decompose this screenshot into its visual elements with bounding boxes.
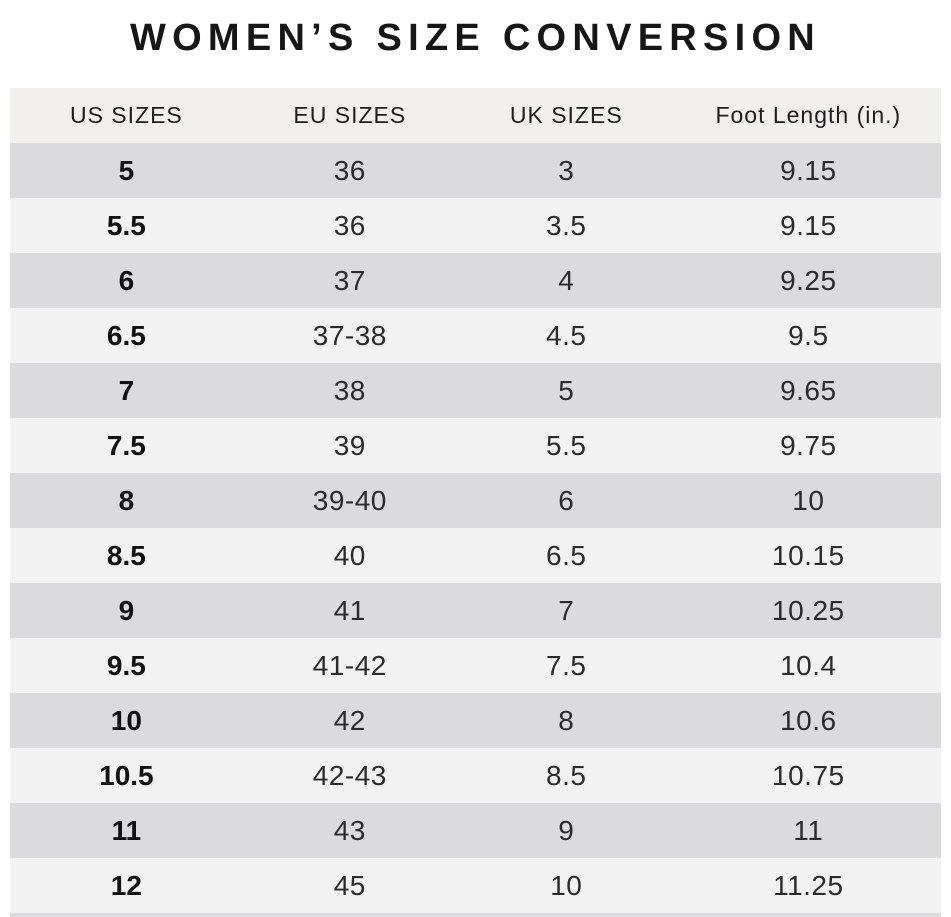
uk-size-cell: 4.5	[546, 319, 587, 351]
uk-size-cell: 9	[558, 814, 575, 846]
uk-size-cell: 5.5	[546, 429, 587, 461]
foot-length-cell: 9.25	[780, 264, 837, 296]
table-row: 12 45 10 11.25	[10, 858, 941, 913]
us-size-cell: 7	[118, 374, 135, 406]
uk-size-cell: 7	[558, 594, 575, 626]
page-title: WOMEN’S SIZE CONVERSION	[129, 17, 822, 59]
table-row: 5 36 3 9.15	[10, 143, 941, 198]
table-row: 5.5 36 3.5 9.15	[10, 198, 941, 253]
eu-size-cell: 40	[333, 539, 366, 571]
table-row: 11 43 9 11	[10, 803, 941, 858]
table-row: 7 38 5 9.65	[10, 363, 941, 418]
eu-size-cell: 36	[333, 154, 366, 186]
column-header-eu-sizes: EU SIZES	[242, 88, 457, 143]
foot-length-cell: 9.65	[780, 374, 837, 406]
foot-length-cell: 10	[792, 484, 825, 516]
foot-length-cell: 11.25	[773, 869, 844, 901]
eu-size-cell: 36	[333, 209, 366, 241]
size-table-head: US SIZES EU SIZES UK SIZES Foot Length (…	[10, 88, 941, 143]
eu-size-cell: 45	[333, 869, 366, 901]
foot-length-cell: 9.15	[780, 209, 837, 241]
table-row: 7.5 39 5.5 9.75	[10, 418, 941, 473]
table-row: 6.5 37-38 4.5 9.5	[10, 308, 941, 363]
eu-size-cell: 41-42	[312, 649, 387, 681]
size-table-body: 5 36 3 9.15 5.5 36 3.5 9.15 6 37 4 9.25 6.5 37-38 4.5 9…	[10, 143, 941, 913]
us-size-cell: 5.5	[106, 209, 146, 241]
eu-size-cell: 42-43	[312, 759, 387, 791]
foot-length-cell: 9.15	[780, 154, 837, 186]
uk-size-cell: 3.5	[546, 209, 587, 241]
table-row: 8.5 40 6.5 10.15	[10, 528, 941, 583]
table-row: 10.5 42-43 8.5 10.75	[10, 748, 941, 803]
us-size-cell: 9.5	[106, 649, 146, 681]
us-size-cell: 10.5	[99, 759, 154, 791]
eu-size-cell: 37	[333, 264, 366, 296]
foot-length-cell: 10.75	[772, 759, 845, 791]
us-size-cell: 5	[118, 154, 135, 186]
header-row: US SIZES EU SIZES UK SIZES Foot Length (…	[10, 88, 941, 143]
us-size-cell: 7.5	[106, 429, 146, 461]
us-size-cell: 8.5	[106, 539, 146, 571]
uk-size-cell: 4	[558, 264, 575, 296]
table-row: 9.5 41-42 7.5 10.4	[10, 638, 941, 693]
partial-next-row-strip	[10, 913, 941, 917]
column-header-foot-length: Foot Length (in.)	[675, 88, 941, 143]
us-size-cell: 9	[118, 594, 135, 626]
foot-length-cell: 9.75	[780, 429, 837, 461]
uk-size-cell: 8.5	[546, 759, 587, 791]
foot-length-cell: 11	[793, 814, 824, 846]
uk-size-cell: 8	[558, 704, 575, 736]
eu-size-cell: 42	[333, 704, 366, 736]
eu-size-cell: 41	[333, 594, 366, 626]
foot-length-cell: 10.15	[772, 539, 845, 571]
eu-size-cell: 43	[333, 814, 366, 846]
uk-size-cell: 3	[558, 154, 575, 186]
us-size-cell: 6.5	[106, 319, 146, 351]
uk-size-cell: 5	[558, 374, 575, 406]
foot-length-cell: 10.6	[780, 704, 837, 736]
eu-size-cell: 38	[333, 374, 366, 406]
uk-size-cell: 10	[550, 869, 583, 901]
column-header-uk-sizes: UK SIZES	[456, 88, 676, 143]
foot-length-cell: 10.4	[780, 649, 837, 681]
eu-size-cell: 39	[333, 429, 366, 461]
us-size-cell: 11	[111, 814, 142, 846]
table-row: 10 42 8 10.6	[10, 693, 941, 748]
table-row: 6 37 4 9.25	[10, 253, 941, 308]
table-row: 9 41 7 10.25	[10, 583, 941, 638]
us-size-cell: 10	[110, 704, 142, 736]
column-header-us-sizes: US SIZES	[10, 88, 243, 143]
us-size-cell: 6	[118, 264, 135, 296]
size-table-container: US SIZES EU SIZES UK SIZES Foot Length (…	[10, 88, 941, 913]
eu-size-cell: 39-40	[312, 484, 387, 516]
uk-size-cell: 6.5	[546, 539, 587, 571]
size-conversion-table: US SIZES EU SIZES UK SIZES Foot Length (…	[10, 88, 941, 913]
us-size-cell: 12	[110, 869, 142, 901]
foot-length-cell: 10.25	[772, 594, 845, 626]
uk-size-cell: 6	[558, 484, 575, 516]
uk-size-cell: 7.5	[546, 649, 587, 681]
foot-length-cell: 9.5	[788, 319, 829, 351]
eu-size-cell: 37-38	[312, 319, 387, 351]
us-size-cell: 8	[118, 484, 135, 516]
table-row: 8 39-40 6 10	[10, 473, 941, 528]
